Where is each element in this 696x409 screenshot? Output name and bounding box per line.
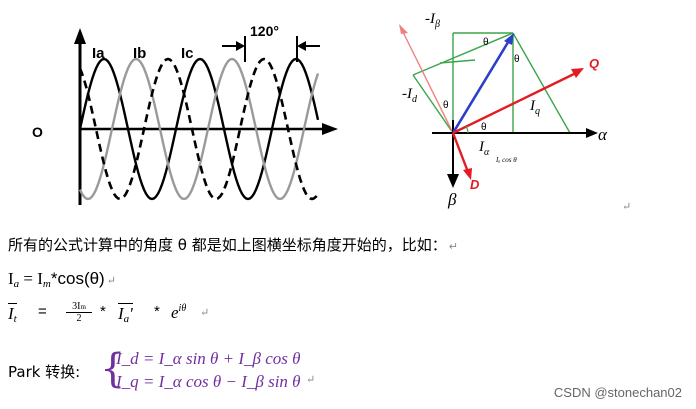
phase-marker-arrowhead-right [297,41,306,51]
eq1-m-sub: m [42,278,51,290]
i-q-label: Iq [529,98,540,117]
eq1-lhs: I [8,269,14,288]
phase-marker-arrowhead-left [236,41,245,51]
eq2-equals: = [38,303,47,320]
paragraph-mark: ↵ [622,201,632,213]
neg-i-beta-label: -Iβ [425,11,440,30]
d-axis-extension [401,29,454,134]
eq2-vector-it: It [8,303,17,325]
eq2-exponential: eiθ [171,303,187,322]
theta-left-label: θ [443,100,449,111]
ib-curve [78,57,320,201]
q-axis-label: Q [589,56,599,71]
current-vector [451,38,512,134]
current-vector-arrow [504,33,514,45]
d-axis [451,132,470,173]
eq2-fraction: 3Im 2 [66,301,92,324]
q-axis-arrow [571,68,584,78]
park-brace: { [100,346,126,392]
ic-label: Ic [181,45,194,62]
x-axis-arrow [322,123,338,135]
beta-axis-label: β [447,190,457,209]
park-transform: Park 转换: { I_d = I_α sin θ + I_β cos θ I… [8,345,348,397]
d-axis-arrow [463,168,472,180]
eq2-star2: * [154,303,160,320]
park-line-q: I_q = I_α cos θ − I_β sin θ [116,372,301,391]
ia-label: Ia [92,45,105,62]
equation-it: It = 3Im 2 * Ia′ * eiθ ↵ [8,301,238,339]
paragraph-mark: ↵ [448,240,458,253]
park-line-d: I_d = I_α sin θ + I_β cos θ [116,349,301,368]
watermark: CSDN @stonechan02 [553,385,682,400]
alpha-axis-arrow [586,128,598,138]
theta-right-label: θ [514,54,520,65]
d-axis-extension-arrow [399,24,408,34]
i-alpha-label: Iα [478,139,490,158]
equation-ia: Ia = Im*cos(θ) ↵ [8,269,116,290]
eq1-lhs-sub: a [13,278,20,290]
theta-arc [465,125,469,134]
ic-curve [78,57,320,201]
phase-shift-label: 120° [250,23,279,39]
alpha-axis-label: α [598,125,608,144]
neg-i-d-label: -Id [402,86,418,105]
y-axis-arrow [74,28,86,44]
theta-top-label: θ [483,37,489,48]
intro-sentence: 所有的公式计算中的角度 θ 都是如上图横坐标角度开始的，比如： [8,236,447,254]
d-axis-label: D [470,177,480,192]
eq1-cos: *cos(θ) [50,269,105,288]
beta-axis-arrow [447,174,459,188]
park-label: Park 转换: [8,363,81,381]
ib-label: Ib [133,45,146,62]
three-phase-waveform: O Ia Ib Ic 120° [32,23,338,205]
theta-bottom-label: θ [481,122,487,133]
park-phasor-diagram: -Iβ -Id Iq Iα Iₐ cos θ θ θ θ θ Q D α β [399,11,608,209]
eq2-vector-ia: Ia′ [118,303,133,325]
paragraph-mark: ↵ [106,275,116,287]
eq1-equals: = I [19,269,43,288]
cos-theta-label: Iₐ cos θ [495,156,517,164]
eq2-star1: * [100,303,106,320]
paragraph-mark: ↵ [306,374,316,386]
projection-lines [412,32,571,134]
paragraph-mark: ↵ [200,307,210,319]
origin-label: O [32,124,43,140]
q-axis [452,71,577,135]
intro-text: 所有的公式计算中的角度 θ 都是如上图横坐标角度开始的，比如： ↵ [8,234,458,255]
